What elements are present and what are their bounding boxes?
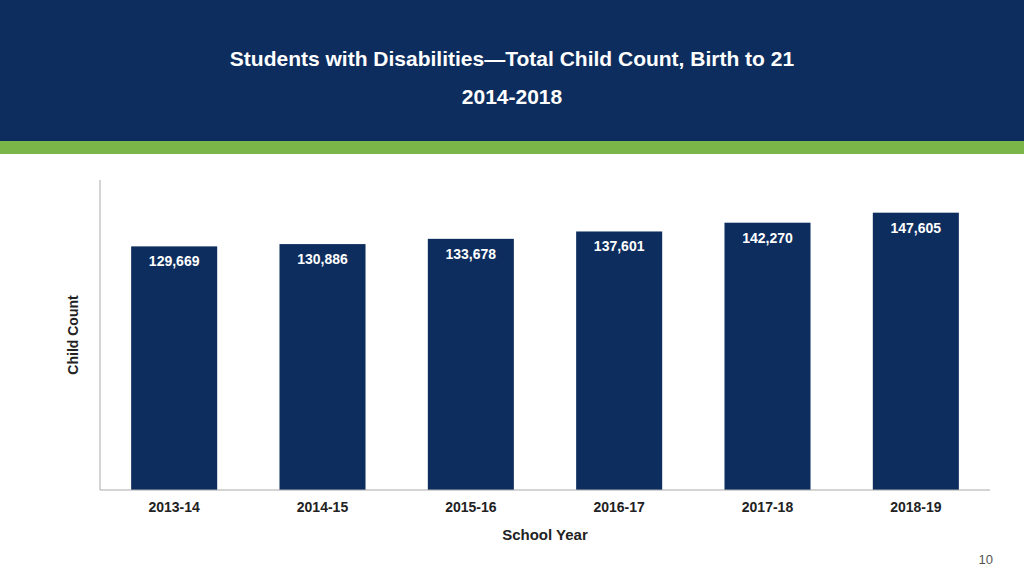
bar xyxy=(428,239,514,490)
y-axis-label: Child Count xyxy=(65,295,81,375)
bar xyxy=(873,213,959,490)
x-axis-label: School Year xyxy=(502,526,588,543)
page-number: 10 xyxy=(979,552,993,567)
title-band xyxy=(0,0,1024,141)
data-label: 142,270 xyxy=(742,230,793,246)
x-tick-label: 2013-14 xyxy=(148,499,200,515)
x-tick-label: 2017-18 xyxy=(742,499,794,515)
x-tick-label: 2014-15 xyxy=(297,499,349,515)
bar xyxy=(131,246,217,490)
bar xyxy=(279,244,365,490)
x-tick-label: 2016-17 xyxy=(593,499,645,515)
x-tick-label: 2018-19 xyxy=(890,499,942,515)
y-axis-line xyxy=(100,180,101,490)
data-label: 130,886 xyxy=(297,251,348,267)
x-axis-line xyxy=(100,490,990,491)
data-label: 129,669 xyxy=(149,253,200,269)
bar xyxy=(724,223,810,490)
background xyxy=(0,0,1024,576)
subtitle: 2014-2018 xyxy=(462,85,563,108)
bars xyxy=(131,213,959,490)
chart-container: Students with Disabilities—Total Child C… xyxy=(0,0,1024,576)
accent-bar xyxy=(0,141,1024,154)
chart-svg: Students with Disabilities—Total Child C… xyxy=(0,0,1024,576)
data-label: 137,601 xyxy=(594,238,645,254)
x-tick-label: 2015-16 xyxy=(445,499,497,515)
data-label: 133,678 xyxy=(446,246,497,262)
data-label: 147,605 xyxy=(891,220,942,236)
bar xyxy=(576,231,662,490)
title: Students with Disabilities—Total Child C… xyxy=(230,47,795,70)
